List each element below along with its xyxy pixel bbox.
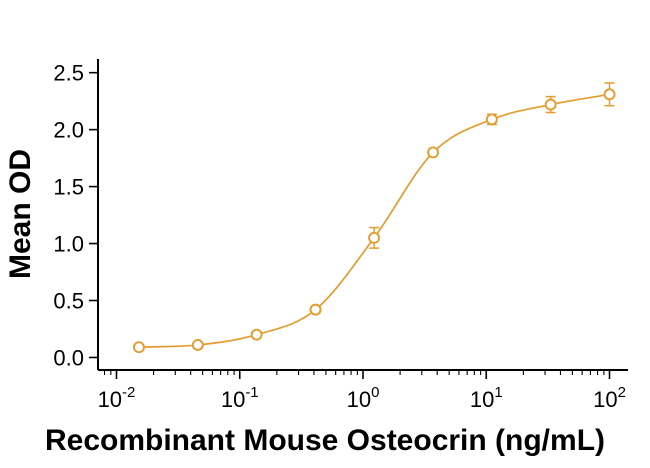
y-tick-label: 0.0 xyxy=(53,345,84,370)
x-tick-label: 102 xyxy=(593,384,626,412)
data-point-marker xyxy=(191,338,204,351)
y-tick-label: 2.5 xyxy=(53,61,84,86)
x-tick-label: 10-2 xyxy=(98,384,136,412)
series xyxy=(132,82,616,354)
data-point-marker xyxy=(427,146,439,159)
data-point-marker xyxy=(132,341,145,354)
y-tick-label: 0.5 xyxy=(53,289,84,314)
data-point-marker xyxy=(603,88,616,101)
x-tick-label: 10-1 xyxy=(221,384,259,412)
y-tick-label: 1.5 xyxy=(53,175,84,200)
data-point-marker xyxy=(544,98,557,111)
x-tick-label: 100 xyxy=(347,384,380,412)
data-point-marker xyxy=(485,113,498,126)
x-tick-label: 101 xyxy=(470,384,503,412)
x-axis-label: Recombinant Mouse Osteocrin (ng/mL) xyxy=(45,424,605,457)
data-point-marker xyxy=(309,303,322,316)
y-tick-label: 1.0 xyxy=(53,232,84,257)
y-tick-label: 2.0 xyxy=(53,118,84,143)
data-point-marker xyxy=(250,328,263,341)
series-curve xyxy=(138,93,610,349)
axes: 0.0 0.5 1.0 1.5 2.0 2.5 10-2 10-1 100 101 102 xyxy=(53,59,628,412)
y-axis-label: Mean OD xyxy=(4,149,37,279)
data-point-marker xyxy=(368,231,381,244)
